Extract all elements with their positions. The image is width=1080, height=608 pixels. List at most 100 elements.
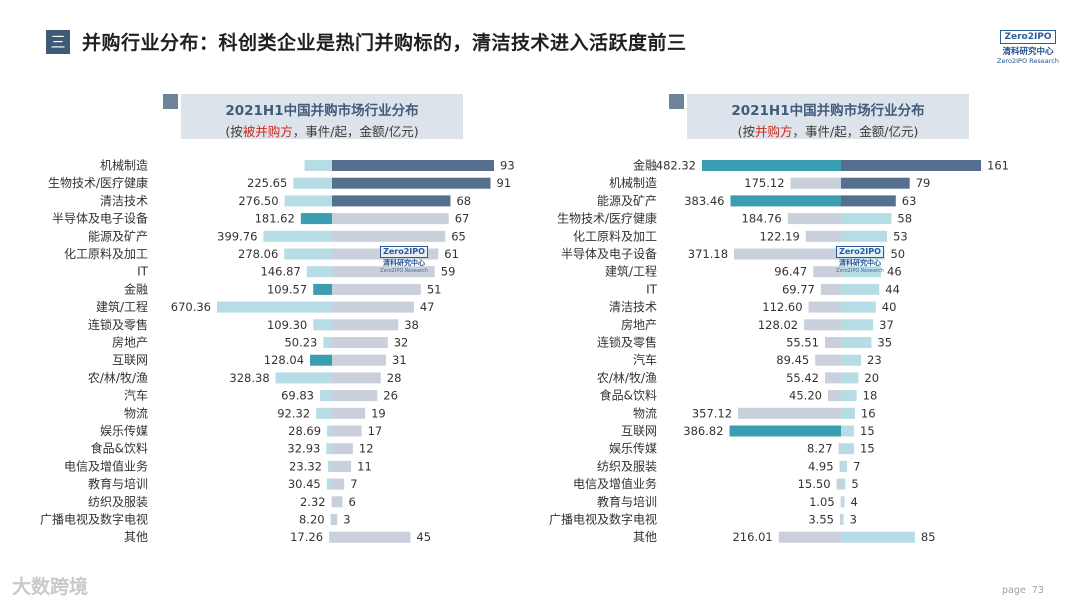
count-value-label: 51 <box>427 282 442 296</box>
watermark-wordmark: Zero2IPO <box>380 246 428 258</box>
watermark-wordmark: Zero2IPO <box>836 246 884 258</box>
zero2ipo-logo: Zero2IPO 清科研究中心 Zero2IPO Research <box>993 24 1063 65</box>
count-value-label: 63 <box>902 194 917 208</box>
category-label: 农/林/牧/渔 <box>88 371 148 385</box>
count-value-label: 37 <box>879 318 894 332</box>
count-value-label: 16 <box>861 406 876 420</box>
category-label: 半导体及电子设备 <box>52 212 148 226</box>
category-label: 机械制造 <box>609 175 657 190</box>
category-label: 建筑/工程 <box>96 299 148 314</box>
count-bar <box>332 425 362 437</box>
count-value-label: 23 <box>867 353 882 367</box>
right-subtitle-prefix: (按 <box>737 124 756 139</box>
right-header-square <box>669 94 684 109</box>
amount-value-label: 399.76 <box>217 229 257 243</box>
page-number: 73 <box>1031 585 1044 596</box>
count-value-label: 17 <box>368 424 383 438</box>
amount-bar <box>729 425 841 437</box>
category-label: 房地产 <box>112 335 148 350</box>
amount-bar <box>820 283 841 295</box>
amount-value-label: 383.46 <box>684 194 724 208</box>
amount-bar <box>306 266 332 278</box>
category-label: 娱乐传媒 <box>100 423 148 438</box>
amount-value-label: 15.50 <box>798 477 831 491</box>
page-label: page <box>1002 585 1026 596</box>
amount-value-label: 17.26 <box>290 530 323 544</box>
right-chart-title: 2021H1中国并购市场行业分布 <box>731 103 925 119</box>
count-value-label: 47 <box>420 300 435 314</box>
count-bar <box>332 460 352 472</box>
amount-value-label: 109.57 <box>267 282 307 296</box>
amount-value-label: 69.77 <box>782 282 815 296</box>
category-label: 汽车 <box>633 352 657 367</box>
count-value-label: 11 <box>357 459 372 473</box>
count-bar <box>841 531 915 543</box>
slide-header: 三 并购行业分布：科创类企业是热门并购标的，清洁技术进入活跃度前三 Zero2I… <box>0 0 1080 65</box>
category-label: 电信及增值业务 <box>64 458 148 473</box>
count-value-label: 7 <box>853 459 860 473</box>
right-watermark: Zero2IPO 清科研究中心 Zero2IPO Research <box>834 239 886 274</box>
count-bar <box>332 177 491 189</box>
amount-value-label: 55.51 <box>786 336 819 350</box>
count-bar <box>841 496 845 508</box>
amount-bar <box>304 160 332 171</box>
amount-bar <box>326 443 332 455</box>
amount-value-label: 92.32 <box>277 406 310 420</box>
amount-value-label: 328.38 <box>229 371 269 385</box>
count-bar <box>841 177 910 189</box>
count-bar <box>332 478 345 490</box>
count-bar <box>841 319 874 331</box>
count-value-label: 12 <box>359 442 374 456</box>
category-label: 半导体及电子设备 <box>561 247 657 261</box>
amount-bar <box>778 531 841 543</box>
count-bar <box>841 266 881 278</box>
amount-bar <box>310 354 332 366</box>
category-label: 汽车 <box>124 388 148 403</box>
count-value-label: 19 <box>371 406 386 420</box>
count-value-label: 28 <box>387 371 402 385</box>
amount-value-label: 32.93 <box>287 442 320 456</box>
amount-value-label: 109.30 <box>267 318 307 332</box>
count-bar <box>841 337 872 348</box>
amount-value-label: 371.18 <box>688 247 728 261</box>
amount-value-label: 23.32 <box>289 459 322 473</box>
count-bar <box>332 496 343 508</box>
menu-icon[interactable]: 三 <box>46 30 70 54</box>
category-label: 化工原料及加工 <box>573 229 657 243</box>
amount-bar <box>808 301 841 313</box>
category-label: 房地产 <box>621 317 657 332</box>
count-value-label: 15 <box>860 442 875 456</box>
count-value-label: 40 <box>882 300 897 314</box>
amount-value-label: 216.01 <box>732 530 772 544</box>
category-label: 纺织及服装 <box>597 459 657 473</box>
amount-bar <box>316 407 332 419</box>
amount-value-label: 276.50 <box>238 194 278 208</box>
amount-value-label: 670.36 <box>171 300 211 314</box>
count-bar <box>841 372 859 384</box>
category-label: 物流 <box>633 406 657 420</box>
category-label: 食品&饮料 <box>600 388 657 403</box>
amount-value-label: 128.02 <box>758 318 798 332</box>
amount-value-label: 175.12 <box>744 176 784 190</box>
count-value-label: 93 <box>500 159 515 173</box>
amount-bar <box>827 390 841 402</box>
count-value-label: 3 <box>850 513 857 527</box>
amount-value-label: 112.60 <box>762 300 802 314</box>
count-bar <box>332 337 388 348</box>
amount-value-label: 146.87 <box>261 265 301 279</box>
right-chart-subtitle: (按并购方，事件/起，金额/亿元) <box>687 121 969 140</box>
count-value-label: 79 <box>916 176 931 190</box>
amount-value-label: 1.05 <box>809 495 835 509</box>
category-label: 其他 <box>124 530 148 544</box>
amount-value-label: 3.55 <box>808 513 834 527</box>
amount-bar <box>217 301 332 313</box>
amount-value-label: 225.65 <box>247 176 287 190</box>
count-bar <box>332 390 378 402</box>
category-label: 教育与培训 <box>597 494 657 509</box>
amount-bar <box>293 177 332 189</box>
amount-value-label: 69.83 <box>281 389 314 403</box>
count-bar <box>332 301 414 313</box>
count-bar <box>841 390 857 402</box>
page-title: 并购行业分布：科创类企业是热门并购标的，清洁技术进入活跃度前三 <box>82 32 687 54</box>
count-bar <box>332 160 494 171</box>
